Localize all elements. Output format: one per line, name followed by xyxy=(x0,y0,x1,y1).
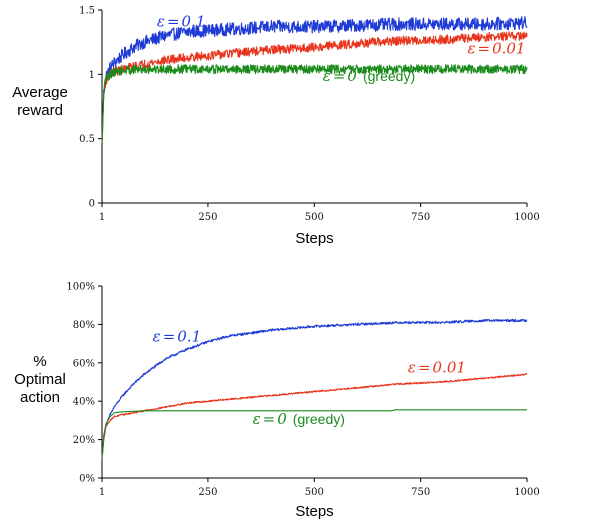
series-label-value: 0 xyxy=(347,67,357,85)
series-label-value: 0.1 xyxy=(182,13,206,31)
series-label-symbol: ε xyxy=(408,358,416,376)
series-label-eps-0_01: ε = 0.01 xyxy=(467,40,525,58)
series-label-equals: = xyxy=(263,410,276,428)
series-label-symbol: ε xyxy=(153,328,161,346)
series-line-eps-0_1 xyxy=(101,16,528,143)
series-label-symbol: ε xyxy=(157,13,165,31)
y-tick-label: 0.5 xyxy=(79,134,95,145)
series-label-eps-0_1: ε = 0.1 xyxy=(153,328,202,346)
y-tick-label: 100% xyxy=(66,282,95,293)
x-tick-label: 1 xyxy=(99,487,105,498)
x-tick-label: 750 xyxy=(411,212,430,223)
x-tick-label: 750 xyxy=(411,487,430,498)
y-axis-title-line: reward xyxy=(17,102,63,119)
series-label-eps-0: ε = 0 (greedy) xyxy=(253,410,345,428)
x-tick-label: 1000 xyxy=(514,487,539,498)
y-axis-title: Average reward xyxy=(12,84,68,119)
y-tick-label: 1.5 xyxy=(79,6,95,17)
y-axis-title-line: action xyxy=(20,389,60,406)
series-label-value: 0.01 xyxy=(492,40,525,58)
series-label-value: 0 xyxy=(277,410,287,428)
series-label-eps-0: ε = 0 (greedy) xyxy=(323,67,415,85)
series-line-eps-0 xyxy=(101,64,528,143)
panel-average-reward: 0 0.5 1 1.5 1 250 500 750 1000 Steps Average reward… xyxy=(12,6,540,248)
y-tick-label: 0 xyxy=(89,199,95,210)
series-line-eps-0_01 xyxy=(101,373,528,459)
x-tick-label: 500 xyxy=(305,487,324,498)
y-tick-label: 40% xyxy=(73,397,95,408)
series-label-equals: = xyxy=(418,358,431,376)
x-tick-label: 500 xyxy=(305,212,324,223)
series-label-symbol: ε xyxy=(323,67,331,85)
x-axis-title: Steps xyxy=(295,503,333,520)
y-axis-title-line: Optimal xyxy=(14,371,66,388)
y-tick-label: 20% xyxy=(73,435,95,446)
series-label-eps-0_1: ε = 0.1 xyxy=(157,13,206,31)
series-label-suffix: (greedy) xyxy=(293,411,345,427)
series-label-value: 0.1 xyxy=(177,328,201,346)
y-axis-title-line: Average xyxy=(12,84,68,101)
series-line-eps-0_1 xyxy=(101,318,528,459)
y-axis-title: % Optimal action xyxy=(14,353,66,406)
y-axis-title-line: % xyxy=(33,353,46,370)
y-tick-label: 80% xyxy=(73,320,95,331)
x-tick-label: 250 xyxy=(198,212,217,223)
series-label-symbol: ε xyxy=(253,410,261,428)
series-label-equals: = xyxy=(163,328,176,346)
y-tick-label: 0% xyxy=(79,474,95,485)
series-label-equals: = xyxy=(333,67,346,85)
x-tick-label: 1 xyxy=(99,212,105,223)
series-label-eps-0_01: ε = 0.01 xyxy=(408,358,466,376)
series-line-eps-0 xyxy=(101,409,528,459)
series-label-equals: = xyxy=(478,40,491,58)
x-tick-label: 1000 xyxy=(514,212,539,223)
x-axis-title: Steps xyxy=(295,230,333,247)
series-label-value: 0.01 xyxy=(433,358,466,376)
series-label-suffix: (greedy) xyxy=(363,68,415,84)
y-tick-label: 1 xyxy=(89,70,95,81)
y-tick-label: 60% xyxy=(73,358,95,369)
x-tick-label: 250 xyxy=(198,487,217,498)
series-label-symbol: ε xyxy=(467,40,475,58)
series-line-eps-0_01 xyxy=(101,31,528,144)
series-label-equals: = xyxy=(167,13,180,31)
